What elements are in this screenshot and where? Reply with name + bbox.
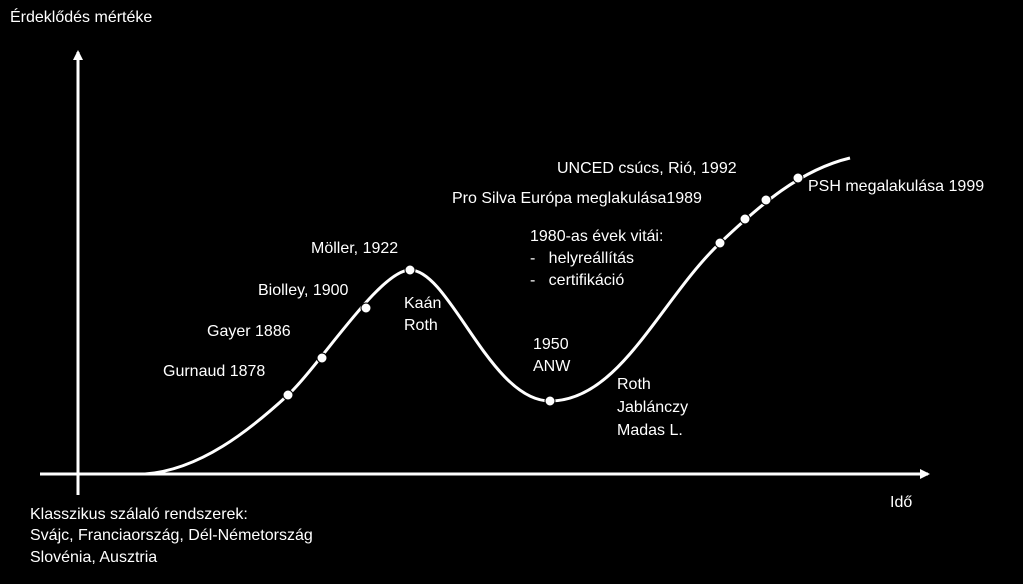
point	[544, 395, 556, 407]
point	[282, 389, 294, 401]
point	[714, 237, 726, 249]
curve-points	[282, 172, 804, 407]
annotation: UNCED csúcs, Rió, 1992	[557, 160, 737, 177]
annotation: PSH megalakulása 1999	[808, 178, 984, 195]
annotation: 1980-as évek vitái:	[530, 228, 663, 245]
annotation: Pro Silva Európa meglakulása1989	[452, 190, 702, 207]
note-line: Svájc, Franciaország, Dél-Németország	[30, 527, 313, 544]
point	[760, 194, 772, 206]
annotation: Gurnaud 1878	[163, 363, 265, 380]
annotation: Madas L.	[617, 422, 683, 439]
annotation: - certifikáció	[530, 272, 624, 289]
point	[404, 264, 416, 276]
note-line: Klasszikus szálaló rendszerek:	[30, 506, 248, 523]
point	[316, 352, 328, 364]
point	[792, 172, 804, 184]
x-axis-label: Idő	[890, 494, 912, 511]
note-line: Slovénia, Ausztria	[30, 549, 157, 566]
point	[739, 213, 751, 225]
annotation: Roth	[404, 317, 438, 334]
annotation: ANW	[533, 358, 571, 375]
annotation: Biolley, 1900	[258, 282, 349, 299]
point	[360, 302, 372, 314]
annotation: Gayer 1886	[207, 323, 291, 340]
annotation: Möller, 1922	[311, 240, 398, 257]
annotation: - helyreállítás	[530, 250, 634, 267]
annotation: Roth	[617, 376, 651, 393]
y-axis-label: Érdeklődés mértéke	[10, 7, 152, 26]
annotation: Jablánczy	[617, 399, 688, 416]
annotation: 1950	[533, 336, 569, 353]
annotation: Kaán	[404, 295, 441, 312]
